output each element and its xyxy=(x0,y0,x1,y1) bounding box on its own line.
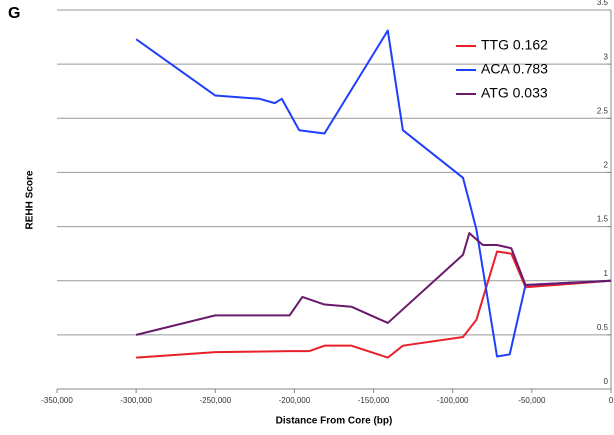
panel-label: G xyxy=(8,5,20,22)
y-tick-label: 1 xyxy=(604,269,609,278)
y-tick-label: 0.5 xyxy=(597,323,609,332)
y-axis-title: REHH Score xyxy=(25,170,36,229)
y-tick-label: 2 xyxy=(604,161,609,170)
x-tick-label: -200,000 xyxy=(279,396,311,405)
x-tick-label: -150,000 xyxy=(358,396,390,405)
x-tick-label: 0 xyxy=(609,396,614,405)
y-tick-label: 2.5 xyxy=(597,106,609,115)
y-tick-label: 1.5 xyxy=(597,215,609,224)
x-axis-title: Distance From Core (bp) xyxy=(276,416,393,427)
x-tick-label: -50,000 xyxy=(518,396,546,405)
y-tick-label: 3.5 xyxy=(597,0,609,7)
x-tick-label: -350,000 xyxy=(41,396,73,405)
y-tick-label: 3 xyxy=(604,52,609,61)
x-tick-label: -250,000 xyxy=(199,396,231,405)
legend-label: TTG 0.162 xyxy=(481,37,548,53)
series-line xyxy=(136,250,612,359)
legend-label: ATG 0.033 xyxy=(481,85,548,101)
series-line xyxy=(135,29,612,358)
series-line xyxy=(135,232,612,336)
y-tick-label: 0 xyxy=(604,377,609,386)
legend-label: ACA 0.783 xyxy=(481,61,548,77)
x-tick-label: -100,000 xyxy=(437,396,469,405)
x-tick-label: -300,000 xyxy=(120,396,152,405)
